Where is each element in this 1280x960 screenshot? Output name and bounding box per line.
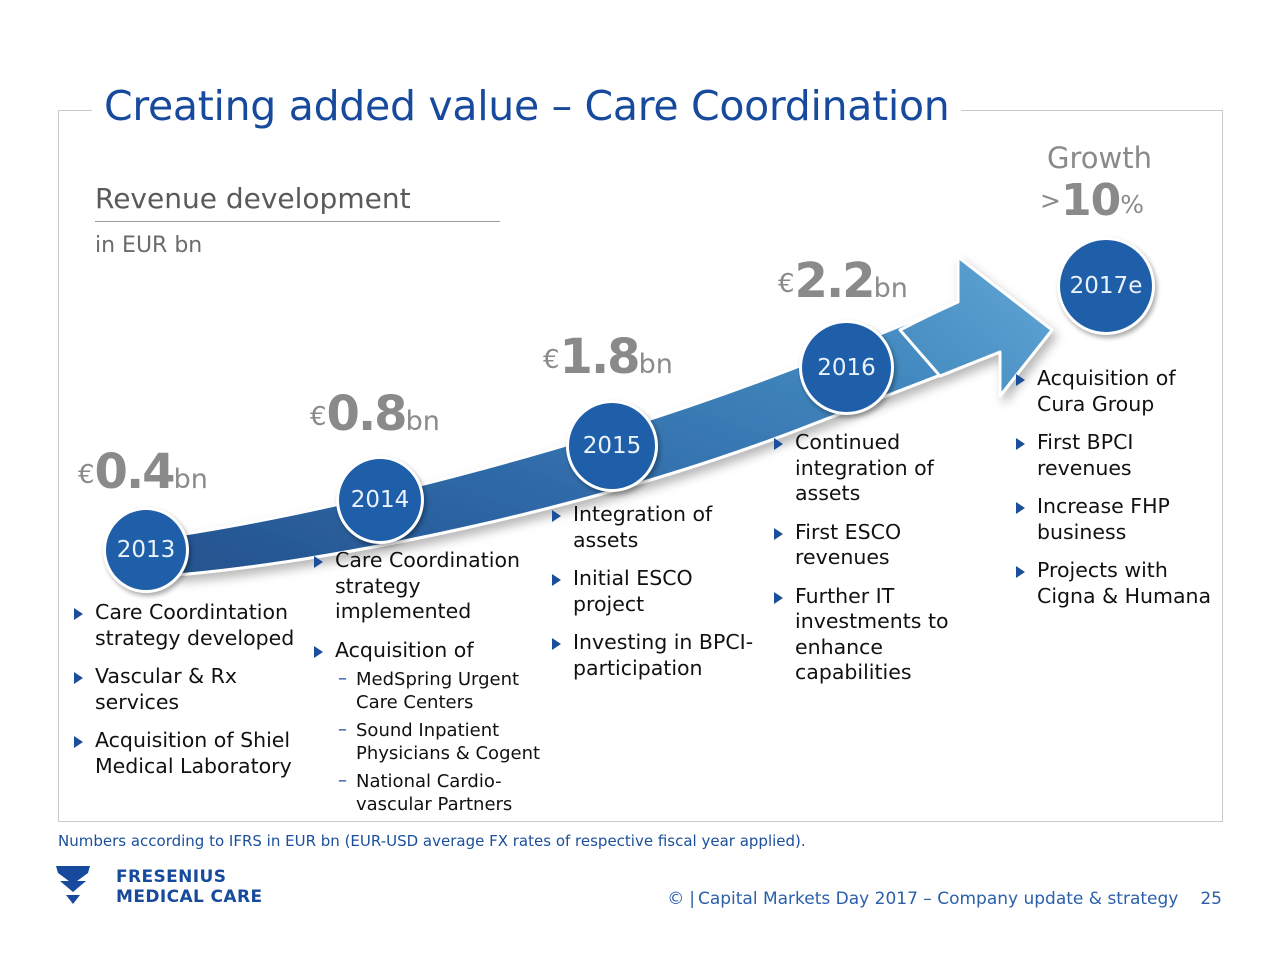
revenue-development-heading: Revenue development <box>95 182 500 222</box>
list-item: Integration of assets <box>550 502 770 553</box>
triangle-bullet-icon <box>74 736 83 748</box>
growth-greater-than: > <box>1040 186 1061 215</box>
growth-percent-sign: % <box>1120 190 1144 219</box>
list-item: First ESCO revenues <box>772 520 987 571</box>
triangle-bullet-icon <box>552 638 561 650</box>
value-number: 0.4 <box>94 444 176 500</box>
footnote: Numbers according to IFRS in EUR bn (EUR… <box>58 832 806 850</box>
euro-symbol: € <box>78 460 95 490</box>
bullet-column-2017e: Acquisition of Cura Group First BPCI rev… <box>1014 366 1214 622</box>
list-item-label: Acquisition of Cura Group <box>1037 366 1176 416</box>
list-item: Continued integration of assets <box>772 430 987 507</box>
year-bubble-2014[interactable]: 2014 <box>336 456 424 544</box>
sub-list-item-label: National Cardio-vascular Partners <box>356 771 513 815</box>
bullet-column-2014: Care Coordination strategy implemented A… <box>312 548 559 829</box>
list-item-label: Acquisition of <box>335 637 474 662</box>
triangle-bullet-icon <box>314 645 323 658</box>
year-bubble-2016[interactable]: 2016 <box>799 320 894 415</box>
list-item: Investing in BPCI-participation <box>550 630 770 681</box>
footer-text: © | Capital Markets Day 2017 – Company upd… <box>667 888 1222 910</box>
sub-list-item: – MedSpring Urgent Care Centers <box>335 668 559 714</box>
value-label-2016: €2.2bn <box>778 257 908 305</box>
triangle-bullet-icon <box>314 556 323 568</box>
list-item-label: Increase FHP business <box>1037 494 1170 544</box>
sub-list-item-label: MedSpring Urgent Care Centers <box>356 669 520 713</box>
euro-symbol: € <box>310 402 327 432</box>
year-bubble-2015[interactable]: 2015 <box>566 400 658 492</box>
page-title: Creating added value – Care Coordination <box>92 80 962 132</box>
value-number: 1.8 <box>559 329 641 385</box>
revenue-unit-subheading: in EUR bn <box>95 233 203 258</box>
bullet-column-2015: Integration of assets Initial ESCO proje… <box>550 502 770 694</box>
triangle-bullet-icon <box>774 591 783 604</box>
list-item-label: Further IT investments to enhance capabi… <box>795 583 949 685</box>
list-item: Acquisition of Shiel Medical Laboratory <box>72 728 315 779</box>
triangle-bullet-icon <box>774 438 783 450</box>
list-item-label: Continued integration of assets <box>795 430 934 505</box>
dash-bullet-icon: – <box>338 770 347 791</box>
list-item: Projects with Cigna & Humana <box>1014 558 1214 609</box>
bullet-column-2016: Continued integration of assets First ES… <box>772 430 987 699</box>
value-label-2015: €1.8bn <box>543 333 673 381</box>
triangle-bullet-icon <box>74 608 83 620</box>
list-item-label: Care Coordintation strategy developed <box>95 600 295 650</box>
triangle-bullet-icon <box>552 574 561 586</box>
copyright-symbol: © <box>667 889 685 909</box>
logo-line-2: MEDICAL CARE <box>116 887 263 907</box>
list-item-label: Vascular & Rx services <box>95 664 238 714</box>
year-bubble-2013[interactable]: 2013 <box>103 507 189 593</box>
list-item: Acquisition of Cura Group <box>1014 366 1214 417</box>
list-item-label: First BPCI revenues <box>1037 430 1134 480</box>
list-item: Care Coordination strategy implemented <box>312 548 559 625</box>
euro-symbol: € <box>778 269 795 299</box>
list-item-label: Acquisition of Shiel Medical Laboratory <box>95 728 292 778</box>
value-label-2013: €0.4bn <box>78 448 208 496</box>
value-label-2014: €0.8bn <box>310 390 440 438</box>
value-number: 0.8 <box>326 386 408 442</box>
dash-bullet-icon: – <box>338 668 347 689</box>
sub-list-item-label: Sound Inpatient Physicians & Cogent <box>356 720 541 764</box>
dash-bullet-icon: – <box>338 719 347 740</box>
triangle-bullet-icon <box>552 510 561 522</box>
list-item-label: Projects with Cigna & Humana <box>1037 558 1212 608</box>
list-item: Care Coordintation strategy developed <box>72 600 315 651</box>
value-unit: bn <box>873 273 908 304</box>
sub-list-item: – National Cardio-vascular Partners <box>335 770 559 816</box>
list-item-label: First ESCO revenues <box>795 519 902 570</box>
value-unit: bn <box>173 464 208 495</box>
triangle-bullet-icon <box>1016 566 1025 578</box>
growth-number: 10 <box>1060 175 1121 226</box>
logo-line-1: FRESENIUS <box>116 867 226 887</box>
list-item-label: Investing in BPCI-participation <box>573 630 754 680</box>
footer-title: Capital Markets Day 2017 – Company updat… <box>697 889 1179 909</box>
list-item-label: Integration of assets <box>573 502 713 552</box>
list-item: Increase FHP business <box>1014 494 1214 545</box>
list-item: Acquisition of – MedSpring Urgent Care Ce… <box>312 638 559 817</box>
list-item-label: Care Coordination strategy implemented <box>335 548 520 623</box>
page-number: 25 <box>1200 889 1222 909</box>
list-item: Initial ESCO project <box>550 566 770 617</box>
triangle-bullet-icon <box>74 672 83 684</box>
list-item-label: Initial ESCO project <box>573 566 693 616</box>
sub-list-item: – Sound Inpatient Physicians & Cogent <box>335 719 559 765</box>
triangle-bullet-icon <box>1016 438 1025 450</box>
fresenius-medical-care-logo: FRESENIUS MEDICAL CARE <box>56 866 263 907</box>
list-item: Further IT investments to enhance capabi… <box>772 584 987 686</box>
year-bubble-2017e[interactable]: 2017e <box>1057 237 1155 335</box>
list-item: Vascular & Rx services <box>72 664 315 715</box>
growth-value: >10% <box>1040 178 1144 233</box>
triangle-bullet-icon <box>774 527 783 540</box>
triangle-bullet-icon <box>1016 374 1025 386</box>
triangle-bullet-icon <box>1016 502 1025 514</box>
value-unit: bn <box>405 406 440 437</box>
value-number: 2.2 <box>794 253 876 309</box>
bullet-column-2013: Care Coordintation strategy developed Va… <box>72 600 315 792</box>
list-item: First BPCI revenues <box>1014 430 1214 481</box>
growth-label: Growth <box>1047 141 1152 175</box>
euro-symbol: € <box>543 345 560 375</box>
footer-divider: | <box>689 889 695 909</box>
value-unit: bn <box>638 349 673 380</box>
